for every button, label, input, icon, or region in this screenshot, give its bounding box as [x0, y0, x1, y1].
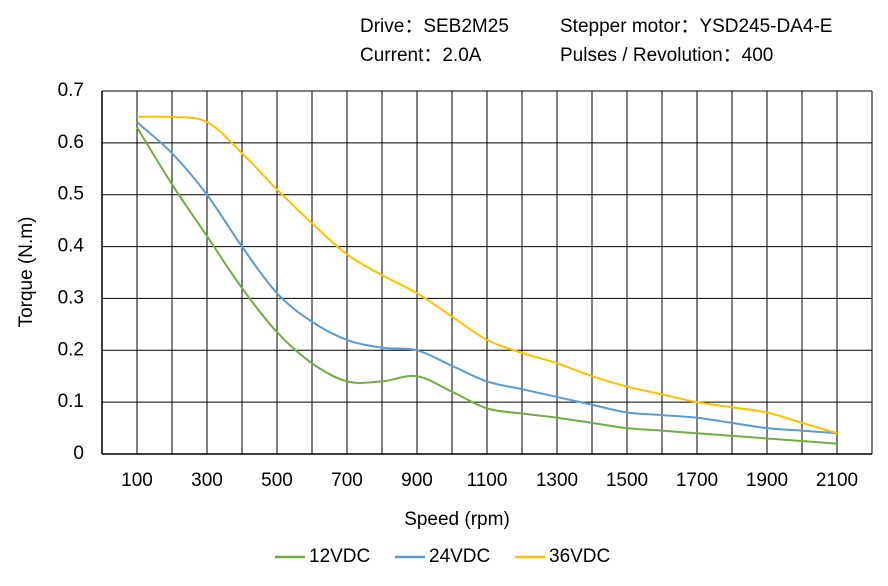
y-tick-label: 0.1: [58, 391, 84, 412]
x-tick-label: 500: [261, 470, 293, 491]
legend-label: 36VDC: [549, 546, 610, 567]
annotation: Current：2.0A: [360, 45, 482, 66]
y-tick-label: 0.6: [58, 132, 84, 153]
x-tick-label: 2100: [816, 470, 858, 491]
annotation: Stepper motor：YSD245-DA4-E: [560, 16, 832, 37]
x-tick-label: 1300: [536, 470, 578, 491]
x-tick-label: 1500: [606, 470, 648, 491]
x-tick-label: 900: [401, 470, 433, 491]
annotation: Drive：SEB2M25: [360, 16, 509, 37]
legend-label: 12VDC: [309, 546, 370, 567]
x-tick-label: 1700: [676, 470, 718, 491]
y-tick-label: 0: [73, 443, 84, 464]
x-axis-label: Speed (rpm): [404, 509, 510, 530]
x-tick-label: 1900: [746, 470, 788, 491]
annotation: Pulses / Revolution：400: [560, 45, 773, 66]
y-tick-label: 0.3: [58, 287, 84, 308]
line: [136, 126, 838, 445]
y-axis-label: Torque (N.m): [16, 217, 37, 328]
y-tick-label: 0.4: [58, 236, 85, 257]
legend-label: 24VDC: [429, 546, 490, 567]
y-tick-label: 0.7: [58, 80, 84, 101]
line: [136, 121, 838, 435]
x-tick-label: 300: [191, 470, 223, 491]
x-tick-label: 700: [331, 470, 363, 491]
line: [136, 115, 838, 435]
y-tick-label: 0.2: [58, 339, 84, 360]
y-tick-label: 0.5: [58, 184, 84, 205]
x-tick-label: 100: [121, 470, 153, 491]
x-tick-label: 1100: [467, 470, 508, 491]
